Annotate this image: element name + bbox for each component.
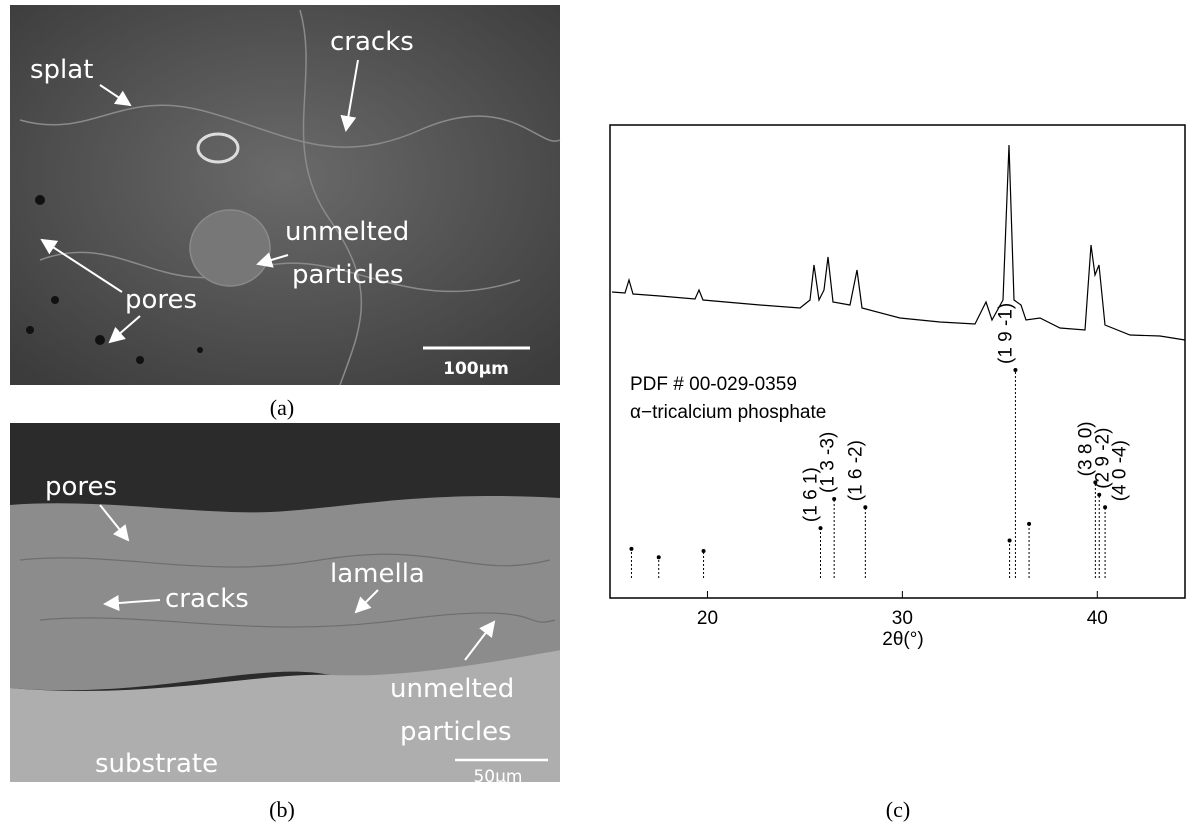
hkl-label: (1 9 -1) [995, 303, 1016, 364]
x-axis-label: 2θ(°) [882, 629, 923, 650]
reference-label: α−tricalcium phosphate [630, 402, 826, 423]
x-tick-label: 30 [892, 608, 913, 629]
peak-dot [1097, 493, 1101, 497]
figure: splat cracks unmelted particles pores 10… [0, 0, 1186, 828]
peak-dot [657, 555, 661, 559]
peak-dot [819, 526, 823, 530]
peak-dot [863, 505, 867, 509]
plot-frame [610, 125, 1185, 598]
measured-pattern [612, 145, 1185, 340]
x-tick-label: 40 [1087, 608, 1108, 629]
label: substrate [95, 749, 218, 779]
reference-label: PDF # 00-029-0359 [630, 374, 797, 395]
peak-dot [1103, 505, 1107, 509]
caption: (a) [270, 395, 294, 420]
peak-dot [702, 549, 706, 553]
hkl-label: (1 6 -2) [845, 440, 866, 501]
peak-dot [1008, 539, 1012, 543]
label: splat [30, 55, 93, 85]
label: cracks [165, 584, 249, 614]
caption: (b) [269, 797, 295, 822]
scale-bar: 100μm [443, 359, 509, 379]
coating [10, 496, 560, 690]
x-tick-label: 20 [697, 608, 718, 629]
peak-dot [1027, 522, 1031, 526]
label: cracks [330, 27, 414, 57]
label: particles [292, 260, 404, 290]
label: pores [125, 285, 197, 315]
peak-dot [1013, 368, 1017, 372]
label: pores [45, 472, 117, 502]
label: lamella [330, 559, 425, 589]
hkl-label: (1 3 -3) [818, 432, 839, 493]
peak-dot [832, 497, 836, 501]
label: unmelted [285, 217, 409, 247]
caption: (c) [886, 797, 910, 822]
xrd-plot: PDF # 00-029-0359 α−tricalcium phosphate… [610, 125, 1185, 650]
label: particles [400, 717, 512, 747]
label: unmelted [390, 674, 514, 704]
peak-dot [629, 547, 633, 551]
scale-bar: 50μm [473, 767, 522, 787]
hkl-label: (4 0 -4) [1109, 440, 1130, 501]
